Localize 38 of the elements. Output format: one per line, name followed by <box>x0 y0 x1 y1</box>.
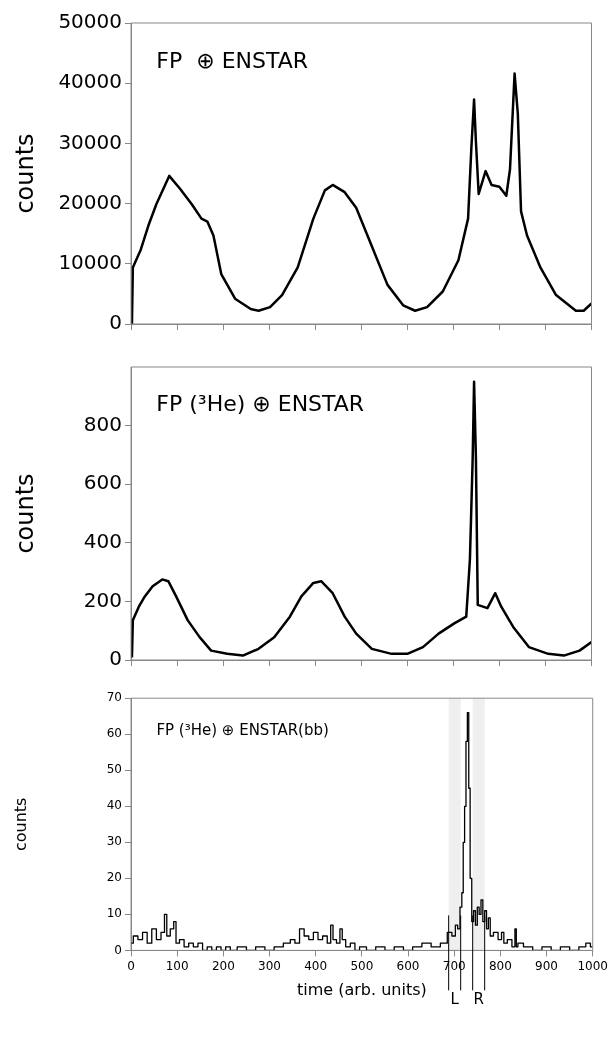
y-tick-label: 60 <box>106 726 122 741</box>
x-tick-label: 0 <box>127 958 135 973</box>
y-tick-label: 0 <box>109 310 122 335</box>
text: FP (³He) ⊕ ENSTAR(bb) <box>156 720 329 739</box>
y-tick-label: 20 <box>106 870 122 885</box>
y-tick-label: 30000 <box>58 129 122 154</box>
y-tick-label: 0 <box>109 646 122 671</box>
text: FP (³He) ⊕ ENSTAR <box>156 390 365 416</box>
y-tick-label: 20000 <box>58 189 122 214</box>
x-tick-label: 600 <box>396 958 420 973</box>
y-tick-label: 50000 <box>58 9 122 34</box>
text: FP ⊕ ENSTAR <box>156 47 309 73</box>
y-tick-label: 10000 <box>58 250 122 274</box>
y-axis-title: counts <box>10 133 39 214</box>
x-axis-title: time (arb. units) <box>296 979 427 999</box>
y-tick-label: 40 <box>106 798 122 813</box>
band-label: R <box>473 989 484 1008</box>
x-tick-label: 400 <box>304 958 328 973</box>
x-tick-label: 800 <box>488 958 512 973</box>
band-label: L <box>450 989 460 1008</box>
y-axis-title: counts <box>10 797 30 852</box>
y-tick-label: 50 <box>106 762 122 777</box>
x-tick-label: 100 <box>165 958 189 973</box>
y-tick-label: 0 <box>114 942 122 957</box>
y-tick-label: 400 <box>83 529 122 553</box>
y-tick-label: 40000 <box>58 69 122 94</box>
x-tick-label: 300 <box>258 958 281 973</box>
y-tick-label: 30 <box>106 834 122 849</box>
y-tick-label: 10 <box>106 906 122 921</box>
y-tick-label: 600 <box>83 470 122 495</box>
x-tick-label: 200 <box>211 958 235 973</box>
y-tick-label: 70 <box>106 690 122 705</box>
x-tick-label: 1000 <box>577 958 608 973</box>
y-tick-label: 800 <box>83 411 122 436</box>
y-tick-label: 200 <box>83 587 122 612</box>
x-tick-label: 900 <box>535 958 559 973</box>
y-axis-title: counts <box>10 473 39 554</box>
x-tick-label: 500 <box>350 958 374 973</box>
